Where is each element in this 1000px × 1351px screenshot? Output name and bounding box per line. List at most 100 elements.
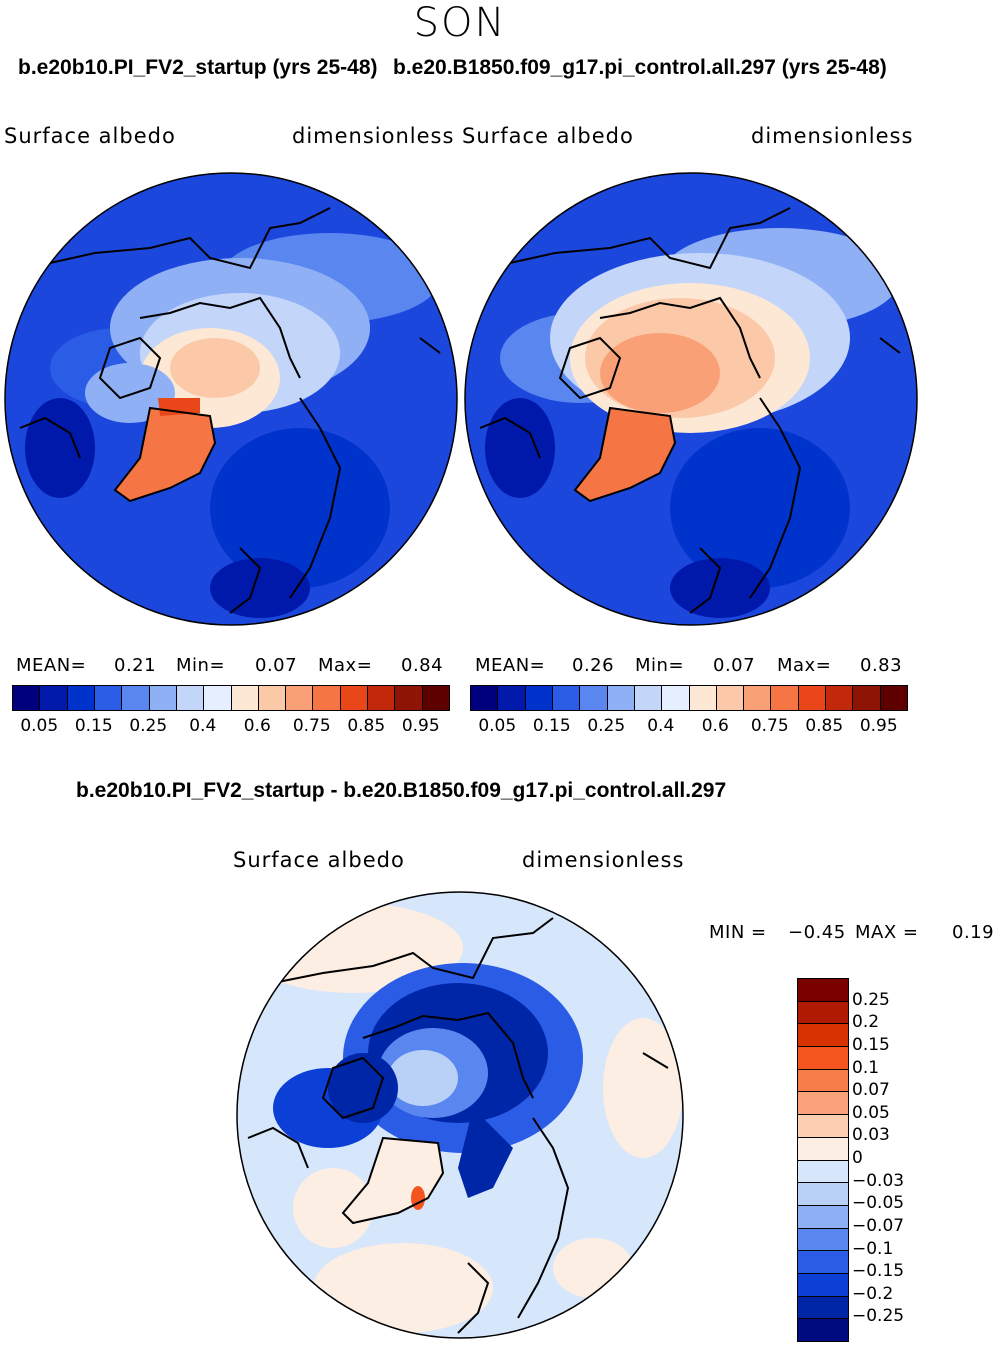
right-mean-value: 0.26 [572,655,615,676]
colorbar-swatch [798,979,848,1002]
colorbar-tick-label: 0.15 [74,716,113,736]
colorbar-tick-label: 0.15 [532,716,571,736]
colorbar-tick-label: 0.85 [347,716,386,736]
colorbar-tick-label: −0.07 [852,1215,905,1236]
right-min-label: Min= [635,655,685,676]
colorbar-swatch [716,686,745,710]
diff-variable-label: Surface albedo [233,848,405,872]
colorbar-tick-label: −0.03 [852,1170,905,1191]
colorbar-swatch [149,686,177,710]
colorbar-swatch [798,1205,848,1229]
colorbar-tick-label: 0.25 [129,716,168,736]
colorbar-swatch [525,686,553,710]
colorbar-swatch [798,686,827,710]
left-albedo-map [4,172,458,626]
left-case-title: b.e20b10.PI_FV2_startup (yrs 25-48) [18,56,378,79]
colorbar-swatch [798,1251,848,1274]
colorbar-swatch [826,686,854,710]
colorbar-tick-label: 0.75 [750,716,789,736]
colorbar-tick-label: 0.1 [852,1057,880,1078]
colorbar-swatch [231,686,259,710]
colorbar-tick-label: 0.15 [852,1034,890,1055]
difference-colorbar [797,978,849,1342]
difference-albedo-map [236,891,684,1339]
colorbar-swatch [853,686,881,710]
diff-max-label: MAX = [855,922,919,943]
colorbar-swatch [607,686,635,710]
colorbar-tick-label: 0.2 [852,1012,880,1033]
right-case-title: b.e20.B1850.f09_g17.pi_control.all.297 (… [393,56,887,79]
colorbar-swatch [771,686,799,710]
colorbar-tick-label: 0.4 [189,716,217,736]
colorbar-swatch [634,686,663,710]
colorbar-tick-label: 0.07 [852,1080,890,1101]
colorbar-swatch [286,686,314,710]
colorbar-swatch [880,686,907,710]
colorbar-swatch [798,1137,848,1161]
colorbar-swatch [40,686,68,710]
colorbar-swatch [798,1296,848,1320]
colorbar-swatch [798,1115,848,1138]
colorbar-swatch [94,686,123,710]
colorbar-swatch [204,686,232,710]
colorbar-tick-label: 0.25 [587,716,626,736]
diff-max-value: 0.19 [952,922,995,943]
colorbar-tick-label: −0.25 [852,1306,905,1327]
colorbar-swatch [580,686,608,710]
colorbar-tick-label: 0 [852,1148,863,1168]
right-units-label: dimensionless [751,124,914,148]
colorbar-tick-label: 0.85 [805,716,844,736]
left-units-label: dimensionless [292,124,455,148]
left-variable-label: Surface albedo [4,124,176,148]
left-min-value: 0.07 [255,655,298,676]
colorbar-swatch [744,686,772,710]
colorbar-swatch [798,1001,848,1025]
colorbar-tick-label: −0.1 [852,1238,894,1259]
colorbar-swatch [798,1047,848,1070]
colorbar-tick-label: 0.05 [852,1102,890,1123]
colorbar-swatch [395,686,423,710]
colorbar-tick-label: 0.95 [859,716,898,736]
left-max-value: 0.84 [401,655,444,676]
colorbar-swatch [798,1319,848,1341]
right-max-value: 0.83 [860,655,903,676]
colorbar-swatch [662,686,690,710]
colorbar-swatch [552,686,581,710]
colorbar-tick-label: −0.05 [852,1193,905,1214]
colorbar-tick-label: 0.03 [852,1125,890,1146]
colorbar-swatch [798,1092,848,1116]
colorbar-swatch [13,686,41,710]
diff-min-label: MIN = [709,922,767,943]
colorbar-swatch [798,1069,848,1093]
right-colorbar [470,685,908,711]
colorbar-tick-label: 0.05 [20,716,59,736]
colorbar-tick-label: 0.95 [401,716,440,736]
left-min-label: Min= [176,655,226,676]
colorbar-swatch [798,1024,848,1048]
colorbar-swatch [798,1273,848,1297]
left-max-label: Max= [318,655,373,676]
right-albedo-map [464,172,918,626]
colorbar-swatch [340,686,369,710]
colorbar-swatch [689,686,717,710]
colorbar-swatch [122,686,150,710]
colorbar-swatch [176,686,205,710]
diff-min-value: −0.45 [788,922,846,943]
colorbar-tick-label: 0.25 [852,989,890,1010]
left-colorbar [12,685,450,711]
colorbar-tick-label: 0.6 [701,716,729,736]
difference-title: b.e20b10.PI_FV2_startup - b.e20.B1850.f0… [76,779,727,802]
colorbar-tick-label: 0.05 [478,716,517,736]
colorbar-swatch [67,686,95,710]
colorbar-swatch [471,686,499,710]
diff-units-label: dimensionless [522,848,685,872]
colorbar-swatch [798,1160,848,1184]
right-variable-label: Surface albedo [462,124,634,148]
colorbar-tick-label: 0.4 [647,716,675,736]
left-mean-value: 0.21 [114,655,157,676]
colorbar-swatch [422,686,449,710]
left-mean-label: MEAN= [16,655,87,676]
colorbar-tick-label: −0.2 [852,1283,894,1304]
right-max-label: Max= [777,655,832,676]
colorbar-swatch [313,686,341,710]
